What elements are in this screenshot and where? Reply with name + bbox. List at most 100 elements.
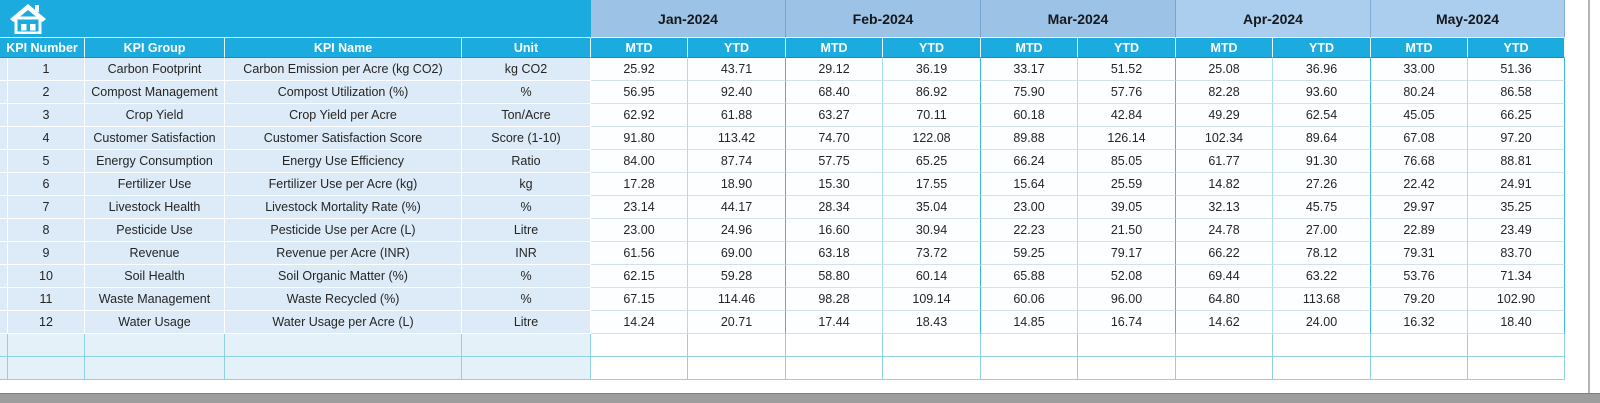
kpi-number-cell[interactable]: 3 [8,104,85,127]
kpi-group-cell[interactable]: Livestock Health [85,196,225,219]
value-cell-feb-ytd[interactable]: 122.08 [883,127,981,150]
value-cell-feb-ytd[interactable]: 109.14 [883,288,981,311]
kpi-group-cell[interactable]: Customer Satisfaction [85,127,225,150]
value-cell-apr-mtd[interactable]: 64.80 [1176,288,1273,311]
value-cell-may-mtd[interactable]: 53.76 [1371,265,1468,288]
value-cell-may-ytd[interactable]: 88.81 [1468,150,1565,173]
value-cell-apr-mtd[interactable]: 102.34 [1176,127,1273,150]
value-cell-mar-mtd[interactable]: 23.00 [981,196,1078,219]
value-cell-apr-mtd[interactable]: 25.08 [1176,58,1273,81]
value-cell-may-ytd[interactable]: 51.36 [1468,58,1565,81]
month-header-jan[interactable]: Jan-2024 [591,0,786,38]
value-cell[interactable] [591,334,688,357]
value-cell-may-mtd[interactable]: 76.68 [1371,150,1468,173]
value-cell-feb-ytd[interactable]: 36.19 [883,58,981,81]
value-cell-feb-ytd[interactable]: 70.11 [883,104,981,127]
value-cell[interactable] [786,357,883,380]
value-cell-mar-mtd[interactable]: 33.17 [981,58,1078,81]
kpi-number-cell[interactable]: 5 [8,150,85,173]
value-cell-feb-ytd[interactable]: 73.72 [883,242,981,265]
value-cell-jan-mtd[interactable]: 56.95 [591,81,688,104]
value-cell-mar-ytd[interactable]: 42.84 [1078,104,1176,127]
value-cell-jan-mtd[interactable]: 23.14 [591,196,688,219]
col-header-mar-ytd[interactable]: YTD [1078,38,1176,58]
kpi-name-cell[interactable]: Water Usage per Acre (L) [225,311,462,334]
col-header-apr-mtd[interactable]: MTD [1176,38,1273,58]
unit-cell[interactable]: % [462,196,591,219]
kpi-name-cell[interactable] [225,334,462,357]
kpi-group-cell[interactable]: Crop Yield [85,104,225,127]
value-cell-jan-ytd[interactable]: 87.74 [688,150,786,173]
value-cell-jan-mtd[interactable]: 84.00 [591,150,688,173]
home-button[interactable] [0,0,591,38]
value-cell-mar-ytd[interactable]: 126.14 [1078,127,1176,150]
unit-cell[interactable]: % [462,288,591,311]
value-cell-mar-ytd[interactable]: 25.59 [1078,173,1176,196]
unit-cell[interactable] [462,357,591,380]
value-cell-apr-ytd[interactable]: 36.96 [1273,58,1371,81]
value-cell[interactable] [786,334,883,357]
value-cell-mar-mtd[interactable]: 75.90 [981,81,1078,104]
col-header-jan-ytd[interactable]: YTD [688,38,786,58]
value-cell-may-ytd[interactable]: 71.34 [1468,265,1565,288]
value-cell-mar-mtd[interactable]: 60.18 [981,104,1078,127]
value-cell-jan-mtd[interactable]: 25.92 [591,58,688,81]
value-cell-apr-ytd[interactable]: 62.54 [1273,104,1371,127]
value-cell-feb-mtd[interactable]: 74.70 [786,127,883,150]
value-cell-may-mtd[interactable]: 79.31 [1371,242,1468,265]
value-cell-jan-ytd[interactable]: 61.88 [688,104,786,127]
kpi-group-cell[interactable]: Fertilizer Use [85,173,225,196]
value-cell[interactable] [1273,334,1371,357]
value-cell-apr-ytd[interactable]: 78.12 [1273,242,1371,265]
kpi-number-cell[interactable]: 7 [8,196,85,219]
value-cell-feb-mtd[interactable]: 63.27 [786,104,883,127]
value-cell[interactable] [1078,357,1176,380]
value-cell-may-ytd[interactable]: 23.49 [1468,219,1565,242]
unit-cell[interactable]: Litre [462,311,591,334]
value-cell-may-mtd[interactable]: 16.32 [1371,311,1468,334]
col-header-feb-mtd[interactable]: MTD [786,38,883,58]
value-cell-jan-ytd[interactable]: 69.00 [688,242,786,265]
kpi-name-cell[interactable]: Waste Recycled (%) [225,288,462,311]
value-cell-feb-mtd[interactable]: 16.60 [786,219,883,242]
value-cell-may-ytd[interactable]: 24.91 [1468,173,1565,196]
kpi-number-cell[interactable]: 11 [8,288,85,311]
kpi-number-cell[interactable] [8,357,85,380]
value-cell-apr-mtd[interactable]: 24.78 [1176,219,1273,242]
kpi-group-cell[interactable]: Water Usage [85,311,225,334]
kpi-group-cell[interactable] [85,357,225,380]
value-cell-may-ytd[interactable]: 86.58 [1468,81,1565,104]
col-header-may-ytd[interactable]: YTD [1468,38,1565,58]
kpi-number-cell[interactable]: 10 [8,265,85,288]
col-header-may-mtd[interactable]: MTD [1371,38,1468,58]
col-header-kpi-name[interactable]: KPI Name [225,38,462,58]
value-cell-mar-mtd[interactable]: 59.25 [981,242,1078,265]
value-cell-apr-ytd[interactable]: 24.00 [1273,311,1371,334]
unit-cell[interactable]: kg [462,173,591,196]
value-cell-may-mtd[interactable]: 67.08 [1371,127,1468,150]
value-cell-may-ytd[interactable]: 35.25 [1468,196,1565,219]
value-cell-feb-mtd[interactable]: 98.28 [786,288,883,311]
kpi-number-cell[interactable]: 4 [8,127,85,150]
unit-cell[interactable]: % [462,81,591,104]
value-cell-jan-mtd[interactable]: 17.28 [591,173,688,196]
month-header-may[interactable]: May-2024 [1371,0,1565,38]
value-cell-jan-mtd[interactable]: 61.56 [591,242,688,265]
col-header-feb-ytd[interactable]: YTD [883,38,981,58]
value-cell-feb-mtd[interactable]: 15.30 [786,173,883,196]
col-header-jan-mtd[interactable]: MTD [591,38,688,58]
month-header-feb[interactable]: Feb-2024 [786,0,981,38]
kpi-name-cell[interactable]: Fertilizer Use per Acre (kg) [225,173,462,196]
kpi-number-cell[interactable]: 2 [8,81,85,104]
value-cell[interactable] [688,357,786,380]
value-cell-apr-mtd[interactable]: 14.62 [1176,311,1273,334]
kpi-group-cell[interactable] [85,334,225,357]
value-cell-mar-mtd[interactable]: 14.85 [981,311,1078,334]
kpi-number-cell[interactable]: 6 [8,173,85,196]
value-cell-feb-mtd[interactable]: 28.34 [786,196,883,219]
value-cell-jan-mtd[interactable]: 67.15 [591,288,688,311]
value-cell-apr-ytd[interactable]: 63.22 [1273,265,1371,288]
kpi-name-cell[interactable]: Customer Satisfaction Score [225,127,462,150]
unit-cell[interactable]: INR [462,242,591,265]
value-cell[interactable] [1371,334,1468,357]
